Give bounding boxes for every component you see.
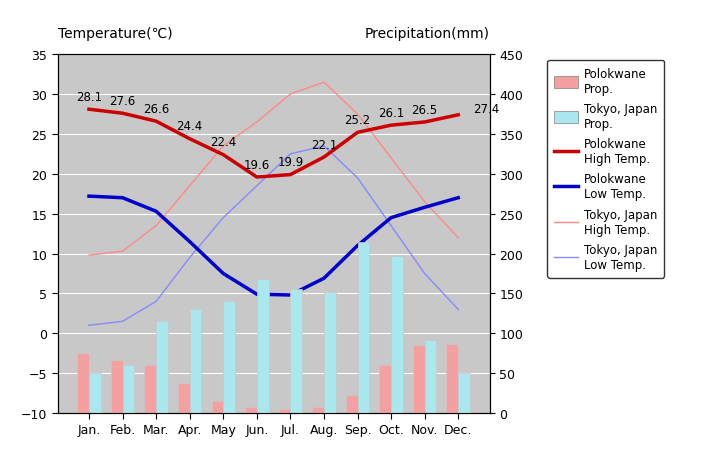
Bar — [145, 365, 156, 413]
Text: 25.2: 25.2 — [344, 114, 371, 127]
Bar — [122, 365, 135, 413]
Text: 26.5: 26.5 — [412, 103, 438, 116]
Bar — [212, 401, 223, 413]
Bar — [223, 302, 235, 413]
Bar — [312, 408, 324, 413]
Bar — [156, 322, 168, 413]
Text: 28.1: 28.1 — [76, 90, 102, 104]
Text: 19.6: 19.6 — [243, 158, 270, 171]
Bar — [111, 360, 122, 413]
Legend: Polokwane
Prop., Tokyo, Japan
Prop., Polokwane
High Temp., Polokwane
Low Temp., : Polokwane Prop., Tokyo, Japan Prop., Pol… — [547, 61, 665, 278]
Text: 24.4: 24.4 — [176, 120, 203, 133]
Text: 22.1: 22.1 — [311, 138, 337, 151]
Bar — [245, 407, 257, 413]
Text: Temperature(℃): Temperature(℃) — [58, 27, 172, 41]
Text: 27.4: 27.4 — [473, 102, 500, 116]
Text: Precipitation(mm): Precipitation(mm) — [364, 27, 490, 41]
Bar — [458, 373, 470, 413]
Bar — [77, 353, 89, 413]
Bar — [178, 383, 189, 413]
Bar — [358, 242, 369, 413]
Bar — [290, 290, 302, 413]
Text: 27.6: 27.6 — [109, 95, 135, 107]
Bar — [324, 292, 336, 413]
Bar — [89, 373, 101, 413]
Bar — [446, 344, 458, 413]
Text: 22.4: 22.4 — [210, 136, 236, 149]
Bar — [425, 340, 436, 413]
Bar — [379, 365, 391, 413]
Bar — [279, 409, 290, 413]
Bar — [413, 346, 425, 413]
Bar — [391, 257, 402, 413]
Text: 19.9: 19.9 — [277, 156, 304, 169]
Text: 26.6: 26.6 — [143, 102, 169, 116]
Bar — [346, 396, 358, 413]
Text: 26.1: 26.1 — [378, 106, 404, 119]
Bar — [257, 280, 269, 413]
Bar — [189, 310, 202, 413]
